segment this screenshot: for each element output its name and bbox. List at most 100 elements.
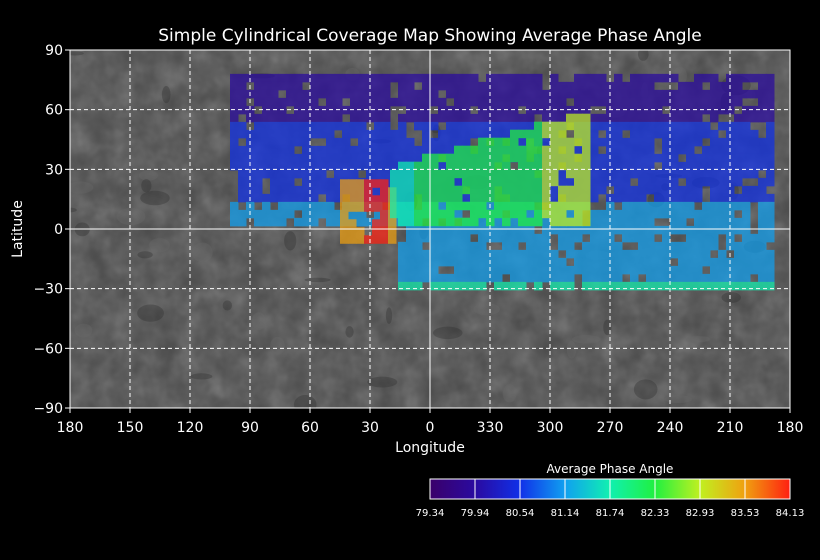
coverage-cell <box>574 97 583 107</box>
coverage-cell <box>358 137 367 147</box>
coverage-cell <box>534 153 543 163</box>
coverage-cell <box>470 273 479 283</box>
coverage-cell <box>302 73 311 83</box>
coverage-cell <box>654 209 663 219</box>
coverage-cell <box>622 193 631 203</box>
coverage-cell <box>494 265 503 275</box>
coverage-cell <box>366 105 375 115</box>
colorbar-title: Average Phase Angle <box>547 462 674 476</box>
coverage-cell <box>302 105 311 115</box>
coverage-cell <box>542 233 551 243</box>
coverage-cell <box>454 81 463 91</box>
coverage-cell <box>534 145 543 155</box>
coverage-cell <box>278 153 287 163</box>
coverage-cell <box>678 89 687 99</box>
coverage-cell <box>334 81 343 91</box>
coverage-cell <box>388 227 397 236</box>
coverage-cell <box>340 187 349 196</box>
coverage-cell <box>702 73 711 83</box>
coverage-cell <box>542 225 551 235</box>
coverage-cell <box>422 97 431 107</box>
coverage-cell <box>478 209 487 219</box>
coverage-cell <box>294 185 303 195</box>
coverage-cell <box>446 161 455 171</box>
crater-mark <box>70 207 77 213</box>
colorbar-tick-label: 81.74 <box>596 508 625 519</box>
coverage-cell <box>340 219 349 228</box>
coverage-cell <box>686 161 695 171</box>
coverage-cell <box>590 281 599 291</box>
coverage-cell <box>414 209 423 219</box>
coverage-cell <box>438 281 447 291</box>
coverage-cell <box>462 273 471 283</box>
coverage-cell <box>382 161 391 171</box>
coverage-cell <box>702 217 711 227</box>
coverage-cell <box>422 257 431 267</box>
coverage-cell <box>502 257 511 267</box>
coverage-cell <box>478 129 487 139</box>
coverage-cell <box>750 137 759 147</box>
coverage-cell <box>678 185 687 195</box>
coverage-cell <box>758 81 767 91</box>
coverage-cell <box>670 137 679 147</box>
coverage-cell <box>750 105 759 115</box>
coverage-cell <box>478 169 487 179</box>
coverage-cell <box>614 249 623 259</box>
coverage-cell <box>510 225 519 235</box>
coverage-cell <box>590 185 599 195</box>
coverage-cell <box>270 81 279 91</box>
coverage-cell <box>550 177 559 187</box>
coverage-cell <box>582 113 591 123</box>
coverage-cell <box>654 113 663 123</box>
coverage-cell <box>686 281 695 291</box>
coverage-cell <box>558 89 567 99</box>
coverage-cell <box>302 201 311 211</box>
coverage-cell <box>510 209 519 219</box>
coverage-cell <box>438 185 447 195</box>
coverage-cell <box>614 161 623 171</box>
coverage-cell <box>614 121 623 131</box>
coverage-cell <box>494 97 503 107</box>
coverage-cell <box>518 249 527 259</box>
coverage-cell <box>358 209 367 219</box>
coverage-cell <box>422 273 431 283</box>
coverage-cell <box>430 273 439 283</box>
coverage-cell <box>766 233 775 243</box>
coverage-cell <box>502 185 511 195</box>
coverage-cell <box>758 225 767 235</box>
coverage-cell <box>494 145 503 155</box>
crater-mark <box>140 190 170 206</box>
coverage-cell <box>262 89 271 99</box>
coverage-cell <box>430 209 439 219</box>
coverage-cell <box>582 249 591 259</box>
coverage-cell <box>302 177 311 187</box>
coverage-cell <box>734 225 743 235</box>
coverage-cell <box>550 257 559 267</box>
coverage-cell <box>598 185 607 195</box>
coverage-cell <box>718 153 727 163</box>
coverage-cell <box>630 129 639 139</box>
coverage-cell <box>414 177 423 187</box>
coverage-cell <box>702 121 711 131</box>
coverage-cell <box>462 249 471 259</box>
coverage-cell <box>670 161 679 171</box>
coverage-cell <box>486 225 495 235</box>
coverage-cell <box>382 97 391 107</box>
coverage-cell <box>438 169 447 179</box>
coverage-cell <box>758 177 767 187</box>
crater-mark <box>74 323 93 338</box>
crater-mark <box>572 334 601 344</box>
coverage-cell <box>254 145 263 155</box>
coverage-cell <box>406 81 415 91</box>
coverage-cell <box>670 241 679 251</box>
coverage-cell <box>718 169 727 179</box>
coverage-cell <box>614 185 623 195</box>
coverage-cell <box>646 257 655 267</box>
coverage-cell <box>590 233 599 243</box>
coverage-cell <box>686 225 695 235</box>
coverage-cell <box>598 177 607 187</box>
y-tick-label: 0 <box>54 222 63 238</box>
coverage-cell <box>686 265 695 275</box>
coverage-cell <box>734 201 743 211</box>
coverage-cell <box>422 193 431 203</box>
